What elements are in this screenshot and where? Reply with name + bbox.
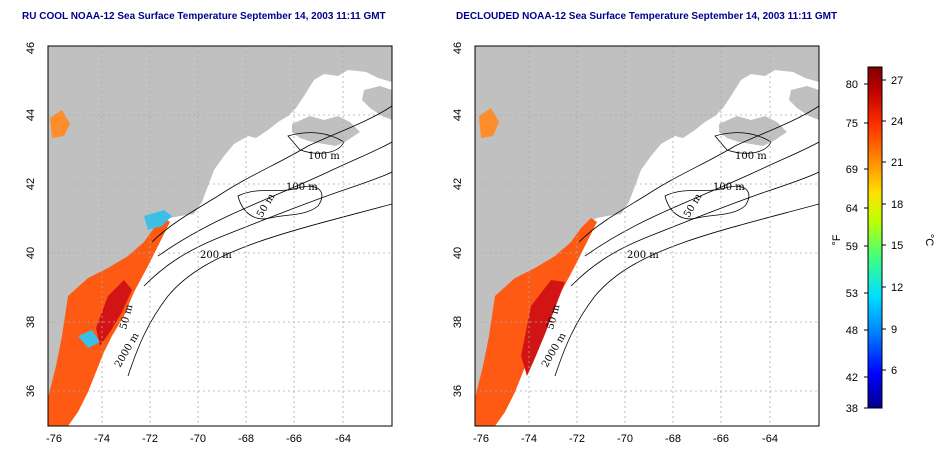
right-map-panel: 100 m 100 m 50 m 200 m 50 m 2000 m -76 -… [452,42,820,445]
y-tick-label: 46 [452,42,464,54]
y-tick-label: 36 [25,385,37,397]
contour-label: 100 m [286,182,318,193]
y-tick-label: 44 [25,109,37,121]
fahrenheit-tick: 38 [846,403,858,415]
celsius-tick: 9 [891,324,897,336]
left-panel-title: RU COOL NOAA-12 Sea Surface Temperature … [22,11,386,22]
x-tick-label: -74 [521,433,537,445]
contour-label: 100 m [308,151,340,162]
right-grid [475,46,819,426]
x-tick-label: -72 [142,433,158,445]
sst-warm-island [50,110,70,138]
fahrenheit-tick: 42 [846,372,858,384]
x-tick-label: -74 [94,433,110,445]
y-tick-label: 36 [452,385,464,397]
colorbar-gradient [867,66,883,409]
sst-hot-region [96,280,132,346]
x-tick-label: -68 [238,433,254,445]
contour-label: 200 m [200,250,232,261]
y-tick-label: 44 [452,109,464,121]
celsius-tick: 27 [891,75,903,87]
celsius-tick: 15 [891,240,903,252]
right-panel-title: DECLOUDED NOAA-12 Sea Surface Temperatur… [456,11,838,22]
celsius-tick: 6 [891,365,897,377]
fahrenheit-tick: 48 [846,325,858,337]
temperature-colorbar: 80 75 69 64 59 53 48 42 38 27 24 21 18 1… [831,66,935,415]
x-tick-label: -76 [473,433,489,445]
y-tick-label: 42 [25,178,37,190]
fahrenheit-tick: 53 [846,288,858,300]
celsius-tick: 12 [891,282,903,294]
x-tick-label: -70 [617,433,633,445]
fahrenheit-tick: 75 [846,118,858,130]
x-tick-label: -72 [569,433,585,445]
fahrenheit-tick: 69 [846,164,858,176]
y-tick-label: 38 [25,316,37,328]
celsius-axis-label: °C [923,234,935,246]
y-tick-label: 40 [25,247,37,259]
y-tick-label: 40 [452,247,464,259]
x-tick-label: -64 [762,433,778,445]
sst-cool-region [144,210,172,230]
fahrenheit-axis-label: °F [831,234,843,245]
contour-label: 200 m [627,250,659,261]
y-tick-label: 38 [452,316,464,328]
y-tick-label: 46 [25,42,37,54]
bathymetry-contours [554,105,819,377]
y-tick-label: 42 [452,178,464,190]
left-grid [48,46,392,426]
fahrenheit-tick: 64 [846,203,858,215]
celsius-tick: 24 [891,116,903,128]
contour-label: 100 m [713,182,745,193]
sst-hot-region [521,280,565,376]
x-tick-label: -66 [713,433,729,445]
x-tick-label: -70 [190,433,206,445]
fahrenheit-tick: 80 [846,79,858,91]
x-tick-label: -76 [46,433,62,445]
x-tick-label: -68 [665,433,681,445]
sst-warm-island [479,108,499,138]
celsius-tick: 21 [891,157,903,169]
left-map-panel: 100 m 100 m 50 m 200 m 50 m 2000 m -76 -… [25,42,393,445]
sst-cool-region-2 [78,330,100,348]
fahrenheit-tick: 59 [846,241,858,253]
bathymetry-contours [127,105,392,377]
celsius-tick: 18 [891,199,903,211]
x-tick-label: -64 [335,433,351,445]
contour-label: 100 m [735,151,767,162]
x-tick-label: -66 [286,433,302,445]
